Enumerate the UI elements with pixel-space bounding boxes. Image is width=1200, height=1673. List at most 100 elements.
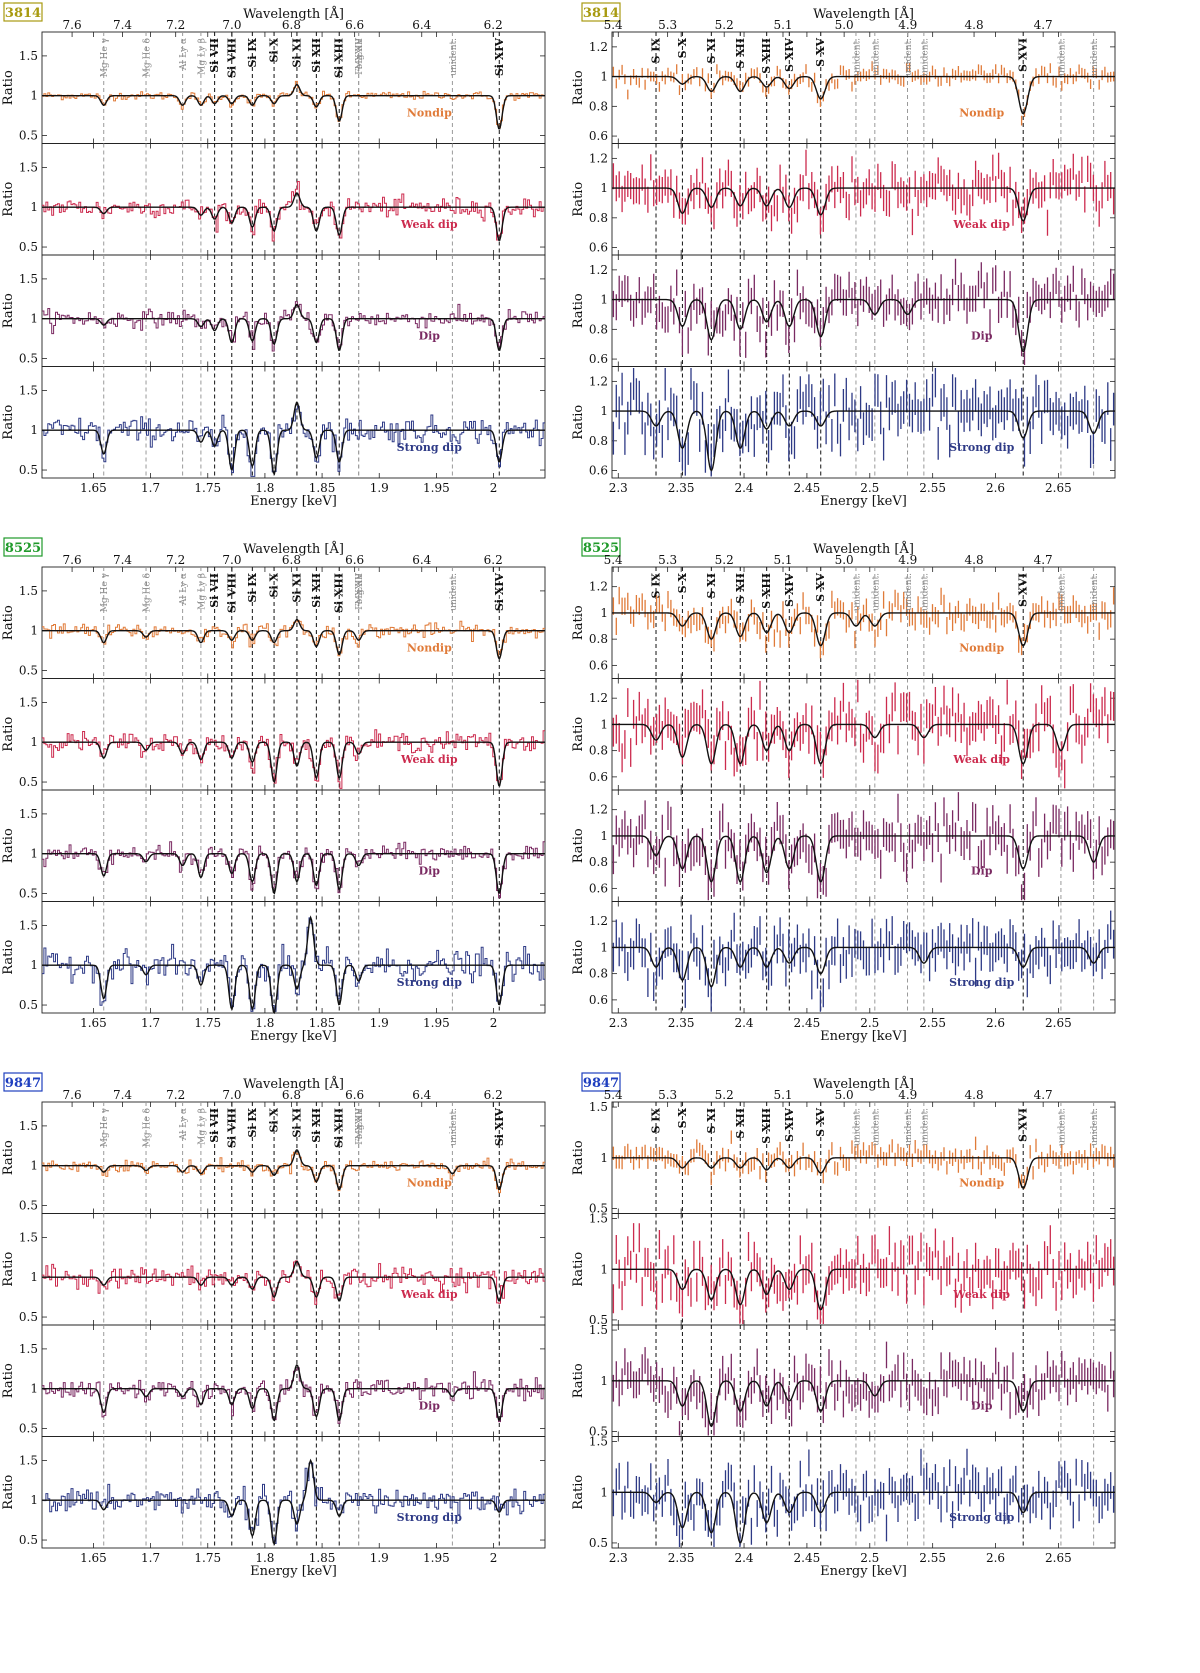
y-axis-label: Ratio <box>1 1252 16 1287</box>
y-tick-label: 1.2 <box>589 691 608 705</box>
y-tick-label: 0.5 <box>19 664 38 678</box>
state-label: Dip <box>971 330 993 343</box>
model-line <box>42 1260 545 1302</box>
line-label: Mg He γ <box>100 1108 110 1147</box>
y-tick-label: 1 <box>600 70 608 84</box>
x-tick-label: 1.85 <box>309 481 336 495</box>
wavelength-tick-label: 7.0 <box>222 553 241 567</box>
state-label: Strong dip <box>949 976 1015 989</box>
state-label: Dip <box>419 865 441 878</box>
y-axis-label: Ratio <box>1 828 16 863</box>
model-line <box>42 1149 545 1191</box>
line-label: Mg He γ <box>100 573 110 612</box>
panel-frame <box>41 678 546 791</box>
y-tick-label: 1 <box>600 606 608 620</box>
x-tick-label: 1.7 <box>141 1551 160 1565</box>
x-tick-label: 2.55 <box>919 1016 946 1030</box>
y-tick-label: 1 <box>600 1374 608 1388</box>
data-series <box>42 841 545 899</box>
x-tick-label: 2.4 <box>734 1551 753 1565</box>
wavelength-tick-label: 6.4 <box>412 553 431 567</box>
line-label: unident. <box>920 573 930 611</box>
line-label: S XI <box>705 573 718 598</box>
data-series <box>42 301 545 352</box>
y-tick-label: 1.5 <box>589 1323 608 1337</box>
model-line <box>42 741 545 787</box>
x-tick-label: 2.3 <box>609 481 628 495</box>
wavelength-tick-label: 7.2 <box>166 18 185 32</box>
line-label: Mg Ly β <box>197 1108 207 1145</box>
x-tick-label: 1.75 <box>194 481 221 495</box>
state-label: Dip <box>419 330 441 343</box>
y-axis-label: Ratio <box>1 1363 16 1398</box>
line-label: S XV <box>814 573 827 602</box>
line-label: Si XII <box>310 1108 323 1143</box>
wavelength-tick-label: 6.4 <box>412 1088 431 1102</box>
y-tick-label: 1.5 <box>19 49 38 63</box>
x-tick-label: 1.8 <box>255 481 274 495</box>
model-line <box>42 303 545 352</box>
wavelength-tick-label: 5.1 <box>773 1088 792 1102</box>
x-tick-label: 2.65 <box>1045 1016 1072 1030</box>
y-tick-label: 1 <box>600 1262 608 1276</box>
wavelength-tick-label: 5.0 <box>835 18 854 32</box>
y-tick-label: 0.6 <box>589 881 608 895</box>
line-label: unident. <box>1090 573 1100 611</box>
y-tick-label: 0.6 <box>589 658 608 672</box>
wavelength-tick-label: 6.6 <box>345 553 364 567</box>
y-tick-label: 0.5 <box>19 887 38 901</box>
y-tick-label: 1 <box>30 1270 38 1284</box>
wavelength-tick-label: 7.4 <box>113 553 132 567</box>
panel-frame <box>611 366 1116 479</box>
wavelength-tick-label: 4.8 <box>965 1088 984 1102</box>
x-tick-label: 1.75 <box>194 1551 221 1565</box>
y-axis-label: Ratio <box>1 940 16 975</box>
panel-frame <box>41 901 546 1014</box>
line-label: unident. <box>449 38 459 76</box>
line-label: Mg He δ <box>143 1108 153 1147</box>
state-label: Nondip <box>959 107 1004 120</box>
obsid-box <box>581 537 621 557</box>
model-line <box>612 1380 1115 1428</box>
x-tick-label: 1.85 <box>309 1551 336 1565</box>
state-label: Strong dip <box>949 1511 1015 1524</box>
y-axis-label: Ratio <box>571 405 586 440</box>
line-label: Si XIV <box>493 1108 506 1147</box>
y-tick-label: 1 <box>30 312 38 326</box>
y-tick-label: 1.2 <box>589 803 608 817</box>
wavelength-tick-label: 4.7 <box>1034 553 1053 567</box>
data-series <box>612 1130 1115 1189</box>
x-tick-label: 2.5 <box>860 1016 879 1030</box>
line-label: Si VII <box>208 38 221 73</box>
y-tick-label: 0.5 <box>589 1424 608 1438</box>
line-label: S IX <box>650 1108 663 1134</box>
x-tick-label: 1.9 <box>370 481 389 495</box>
y-tick-label: 0.8 <box>589 211 608 225</box>
x-tick-label: 2.4 <box>734 1016 753 1030</box>
line-label: Si VII <box>208 1108 221 1143</box>
x-tick-label: 2.6 <box>986 481 1005 495</box>
x-tick-label: 1.7 <box>141 1016 160 1030</box>
line-label: unident. <box>904 1108 914 1146</box>
line-label: Mg He δ <box>143 38 153 77</box>
model-line <box>612 835 1115 883</box>
data-series <box>612 61 1115 126</box>
y-axis-label: Ratio <box>571 70 586 105</box>
obsid-label: 9847 <box>583 1076 619 1091</box>
line-label: unident. <box>1090 38 1100 76</box>
x-tick-label: 2.6 <box>986 1016 1005 1030</box>
state-label: Strong dip <box>397 976 463 989</box>
y-tick-label: 1 <box>30 1382 38 1396</box>
obsid-label: 9847 <box>5 1076 41 1091</box>
y-tick-label: 1 <box>30 624 38 638</box>
y-axis-label: Ratio <box>571 1140 586 1175</box>
obsid-box <box>3 1072 43 1092</box>
x-tick-label: 2.3 <box>609 1016 628 1030</box>
y-tick-label: 1 <box>30 200 38 214</box>
y-tick-label: 1 <box>600 1485 608 1499</box>
line-label: Si IX <box>246 573 259 603</box>
